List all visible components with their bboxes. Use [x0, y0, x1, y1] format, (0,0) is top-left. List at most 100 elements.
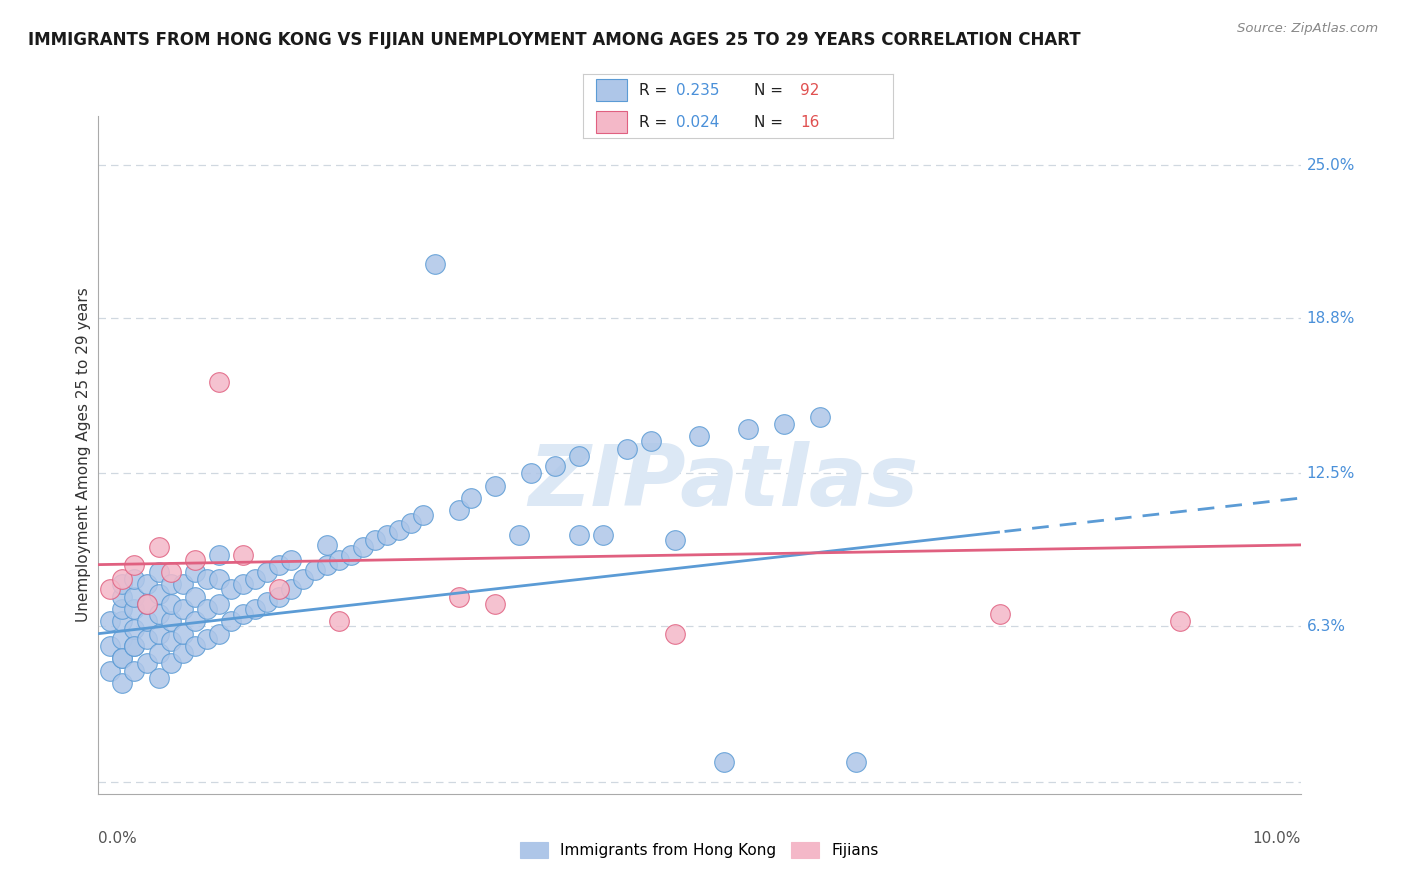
Point [256, 594, 278, 608]
Point [219, 582, 242, 597]
Text: 18.8%: 18.8% [1306, 310, 1355, 326]
Text: 92: 92 [800, 83, 820, 97]
Point [568, 528, 591, 542]
Point [159, 657, 181, 671]
Point [183, 590, 205, 604]
Point [183, 639, 205, 653]
Point [688, 429, 710, 443]
Point [484, 597, 506, 611]
Point [111, 590, 134, 604]
Point [124, 602, 146, 616]
Text: 0.0%: 0.0% [98, 831, 138, 847]
Point [111, 632, 134, 646]
Point [267, 582, 290, 597]
Point [111, 615, 134, 629]
Point [148, 541, 170, 555]
Point [159, 577, 181, 591]
Text: R =: R = [640, 115, 672, 129]
Point [460, 491, 482, 505]
Point [111, 573, 134, 587]
Point [159, 597, 181, 611]
Point [664, 626, 686, 640]
Point [232, 577, 254, 591]
Point [267, 590, 290, 604]
Point [592, 528, 614, 542]
Point [124, 622, 146, 636]
Point [616, 442, 638, 456]
Point [172, 626, 194, 640]
Point [124, 573, 146, 587]
Point [148, 671, 170, 685]
Point [664, 533, 686, 547]
Point [111, 676, 134, 690]
Text: 16: 16 [800, 115, 820, 129]
Point [208, 548, 231, 562]
Point [340, 548, 363, 562]
Point [1170, 615, 1192, 629]
Point [388, 523, 411, 537]
Point [124, 639, 146, 653]
Legend: Immigrants from Hong Kong, Fijians: Immigrants from Hong Kong, Fijians [515, 836, 884, 864]
Text: R =: R = [640, 83, 672, 97]
Bar [596, 79, 627, 101]
Point [352, 541, 374, 555]
Point [208, 573, 231, 587]
Point [208, 597, 231, 611]
Point [412, 508, 434, 523]
Point [243, 573, 266, 587]
Y-axis label: Unemployment Among Ages 25 to 29 years: Unemployment Among Ages 25 to 29 years [76, 287, 91, 623]
Point [135, 632, 157, 646]
Point [232, 607, 254, 621]
Point [713, 755, 735, 769]
Point [111, 577, 134, 591]
Point [544, 458, 567, 473]
Point [484, 479, 506, 493]
Text: N =: N = [754, 115, 787, 129]
Point [135, 615, 157, 629]
Point [328, 615, 350, 629]
Point [640, 434, 662, 449]
Point [135, 597, 157, 611]
Point [159, 565, 181, 579]
Text: ZIPatlas: ZIPatlas [529, 441, 918, 524]
Point [508, 528, 530, 542]
Point [111, 602, 134, 616]
Point [195, 602, 218, 616]
Text: 0.024: 0.024 [676, 115, 720, 129]
Point [124, 639, 146, 653]
Point [195, 573, 218, 587]
Point [267, 558, 290, 572]
Point [772, 417, 794, 431]
Point [124, 558, 146, 572]
Point [124, 590, 146, 604]
Point [568, 449, 591, 463]
Point [100, 615, 122, 629]
Point [256, 565, 278, 579]
Point [195, 632, 218, 646]
Point [148, 565, 170, 579]
Point [845, 755, 868, 769]
Point [315, 538, 337, 552]
Point [208, 375, 231, 389]
Point [808, 409, 831, 424]
Point [135, 597, 157, 611]
Point [520, 467, 543, 481]
Text: 25.0%: 25.0% [1306, 158, 1355, 173]
Point [291, 573, 314, 587]
Point [159, 615, 181, 629]
Point [183, 615, 205, 629]
Point [447, 503, 470, 517]
Point [148, 646, 170, 660]
Point [399, 516, 422, 530]
Point [737, 422, 759, 436]
Point [111, 651, 134, 665]
Point [183, 552, 205, 566]
Point [124, 664, 146, 678]
Point [135, 657, 157, 671]
Point [232, 548, 254, 562]
Point [375, 528, 398, 542]
Text: 0.235: 0.235 [676, 83, 720, 97]
Point [988, 607, 1011, 621]
Text: IMMIGRANTS FROM HONG KONG VS FIJIAN UNEMPLOYMENT AMONG AGES 25 TO 29 YEARS CORRE: IMMIGRANTS FROM HONG KONG VS FIJIAN UNEM… [28, 31, 1081, 49]
Point [172, 602, 194, 616]
